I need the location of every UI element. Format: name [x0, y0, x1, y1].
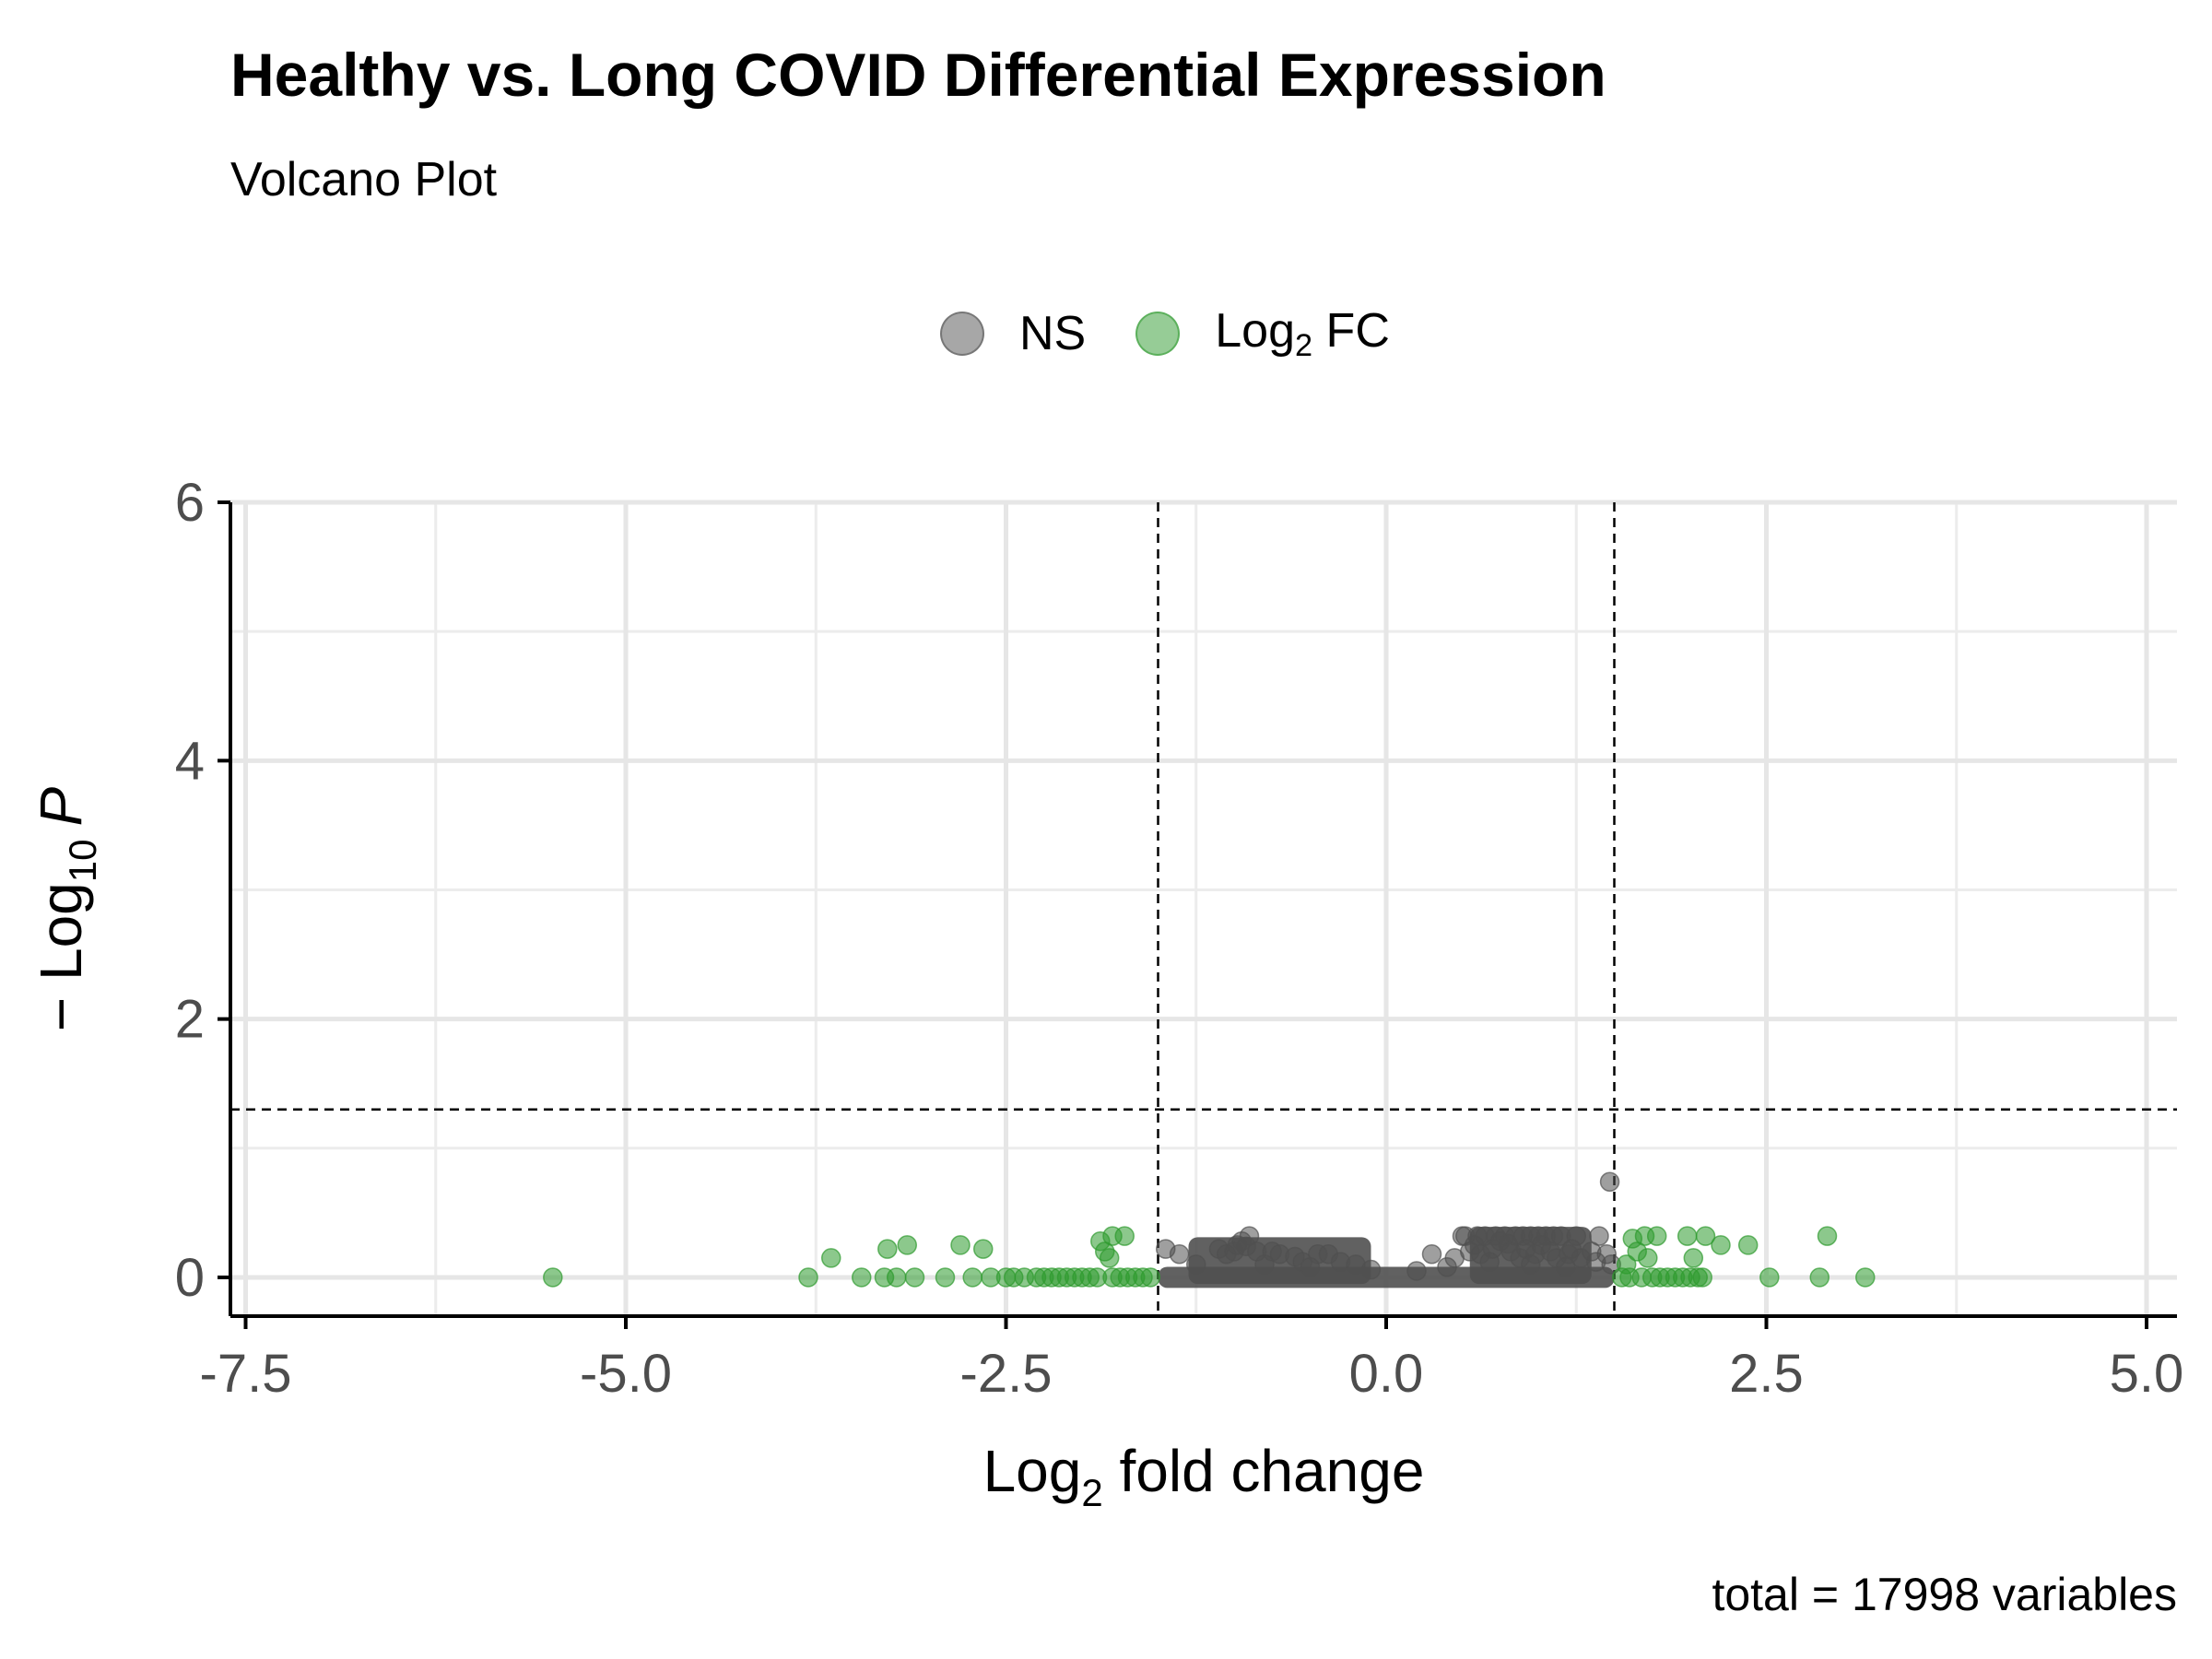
y-tick-label: 0: [175, 1248, 205, 1308]
data-point-log2fc: [1692, 1267, 1712, 1288]
data-point-log2fc: [543, 1267, 563, 1288]
data-point-ns: [1169, 1243, 1190, 1265]
data-point-ns: [1437, 1256, 1457, 1277]
data-point-ns: [1555, 1256, 1576, 1277]
data-point-log2fc: [1677, 1226, 1698, 1246]
chart-caption: total = 17998 variables: [1712, 1569, 2177, 1620]
data-point-ns: [1360, 1259, 1382, 1280]
data-point-log2fc: [950, 1235, 971, 1255]
data-point-ns: [1300, 1256, 1321, 1277]
data-point-log2fc: [962, 1267, 982, 1288]
data-point-log2fc: [1114, 1226, 1135, 1246]
data-point-ns: [1585, 1252, 1606, 1272]
data-point-log2fc: [1683, 1248, 1704, 1268]
data-point-ns: [1254, 1254, 1275, 1275]
data-point-log2fc: [1809, 1267, 1830, 1288]
data-point-log2fc: [973, 1239, 994, 1259]
data-point-log2fc: [897, 1235, 917, 1255]
y-tick-label: 6: [175, 473, 205, 533]
data-point-log2fc: [886, 1267, 907, 1288]
data-point-ns: [1421, 1243, 1442, 1265]
y-tick-label: 4: [175, 731, 205, 791]
data-point-log2fc: [1099, 1248, 1120, 1268]
legend-label-log2fc-sub: 2: [1295, 328, 1313, 364]
x-tick-label: -7.5: [200, 1344, 292, 1404]
data-point-ns: [1521, 1254, 1541, 1275]
data-point-log2fc: [877, 1239, 898, 1259]
data-point-log2fc: [1855, 1267, 1876, 1288]
data-point-ns: [1406, 1261, 1427, 1281]
y-tick-label: 2: [175, 990, 205, 1050]
data-point-log2fc: [1759, 1267, 1780, 1288]
legend-label-ns: NS: [1019, 307, 1087, 360]
data-point-log2fc: [1646, 1226, 1667, 1246]
data-point-ns: [1479, 1252, 1500, 1272]
data-point-log2fc: [821, 1248, 841, 1268]
data-point-log2fc: [1140, 1267, 1160, 1288]
data-point-log2fc: [1638, 1248, 1658, 1268]
data-point-log2fc: [798, 1267, 818, 1288]
x-tick-label: -2.5: [960, 1344, 1053, 1404]
legend-swatch-ns: [940, 312, 984, 356]
x-tick-label: -5.0: [580, 1344, 672, 1404]
chart-subtitle: Volcano Plot: [230, 153, 498, 206]
x-axis-title: Log2 fold change: [983, 1438, 1425, 1514]
legend-label-log2fc-main: Log: [1215, 304, 1296, 358]
legend-item-log2fc: Log2 FC: [1135, 303, 1390, 364]
data-point-log2fc: [1711, 1235, 1731, 1255]
legend-swatch-log2fc: [1135, 312, 1181, 356]
data-point-ns: [1599, 1171, 1620, 1192]
data-point-log2fc: [1817, 1226, 1838, 1246]
legend-label-log2fc: Log2 FC: [1215, 303, 1390, 364]
data-point-log2fc: [935, 1267, 956, 1288]
legend-label-log2fc-rest: FC: [1312, 304, 1390, 358]
legend-item-ns: NS: [940, 306, 1086, 361]
x-tick-label: 5.0: [2110, 1344, 2184, 1404]
y-axis-title: − Log10P: [28, 787, 104, 1032]
data-point-log2fc: [1695, 1226, 1716, 1246]
chart-title: Healthy vs. Long COVID Differential Expr…: [230, 41, 1606, 109]
data-point-log2fc: [904, 1267, 925, 1288]
x-tick-label: 0.0: [1349, 1344, 1424, 1404]
legend: NS Log2 FC: [940, 297, 1440, 371]
data-point-log2fc: [852, 1267, 872, 1288]
data-point-ns: [1186, 1254, 1206, 1275]
data-point-log2fc: [1737, 1235, 1759, 1255]
x-tick-label: 2.5: [1729, 1344, 1804, 1404]
